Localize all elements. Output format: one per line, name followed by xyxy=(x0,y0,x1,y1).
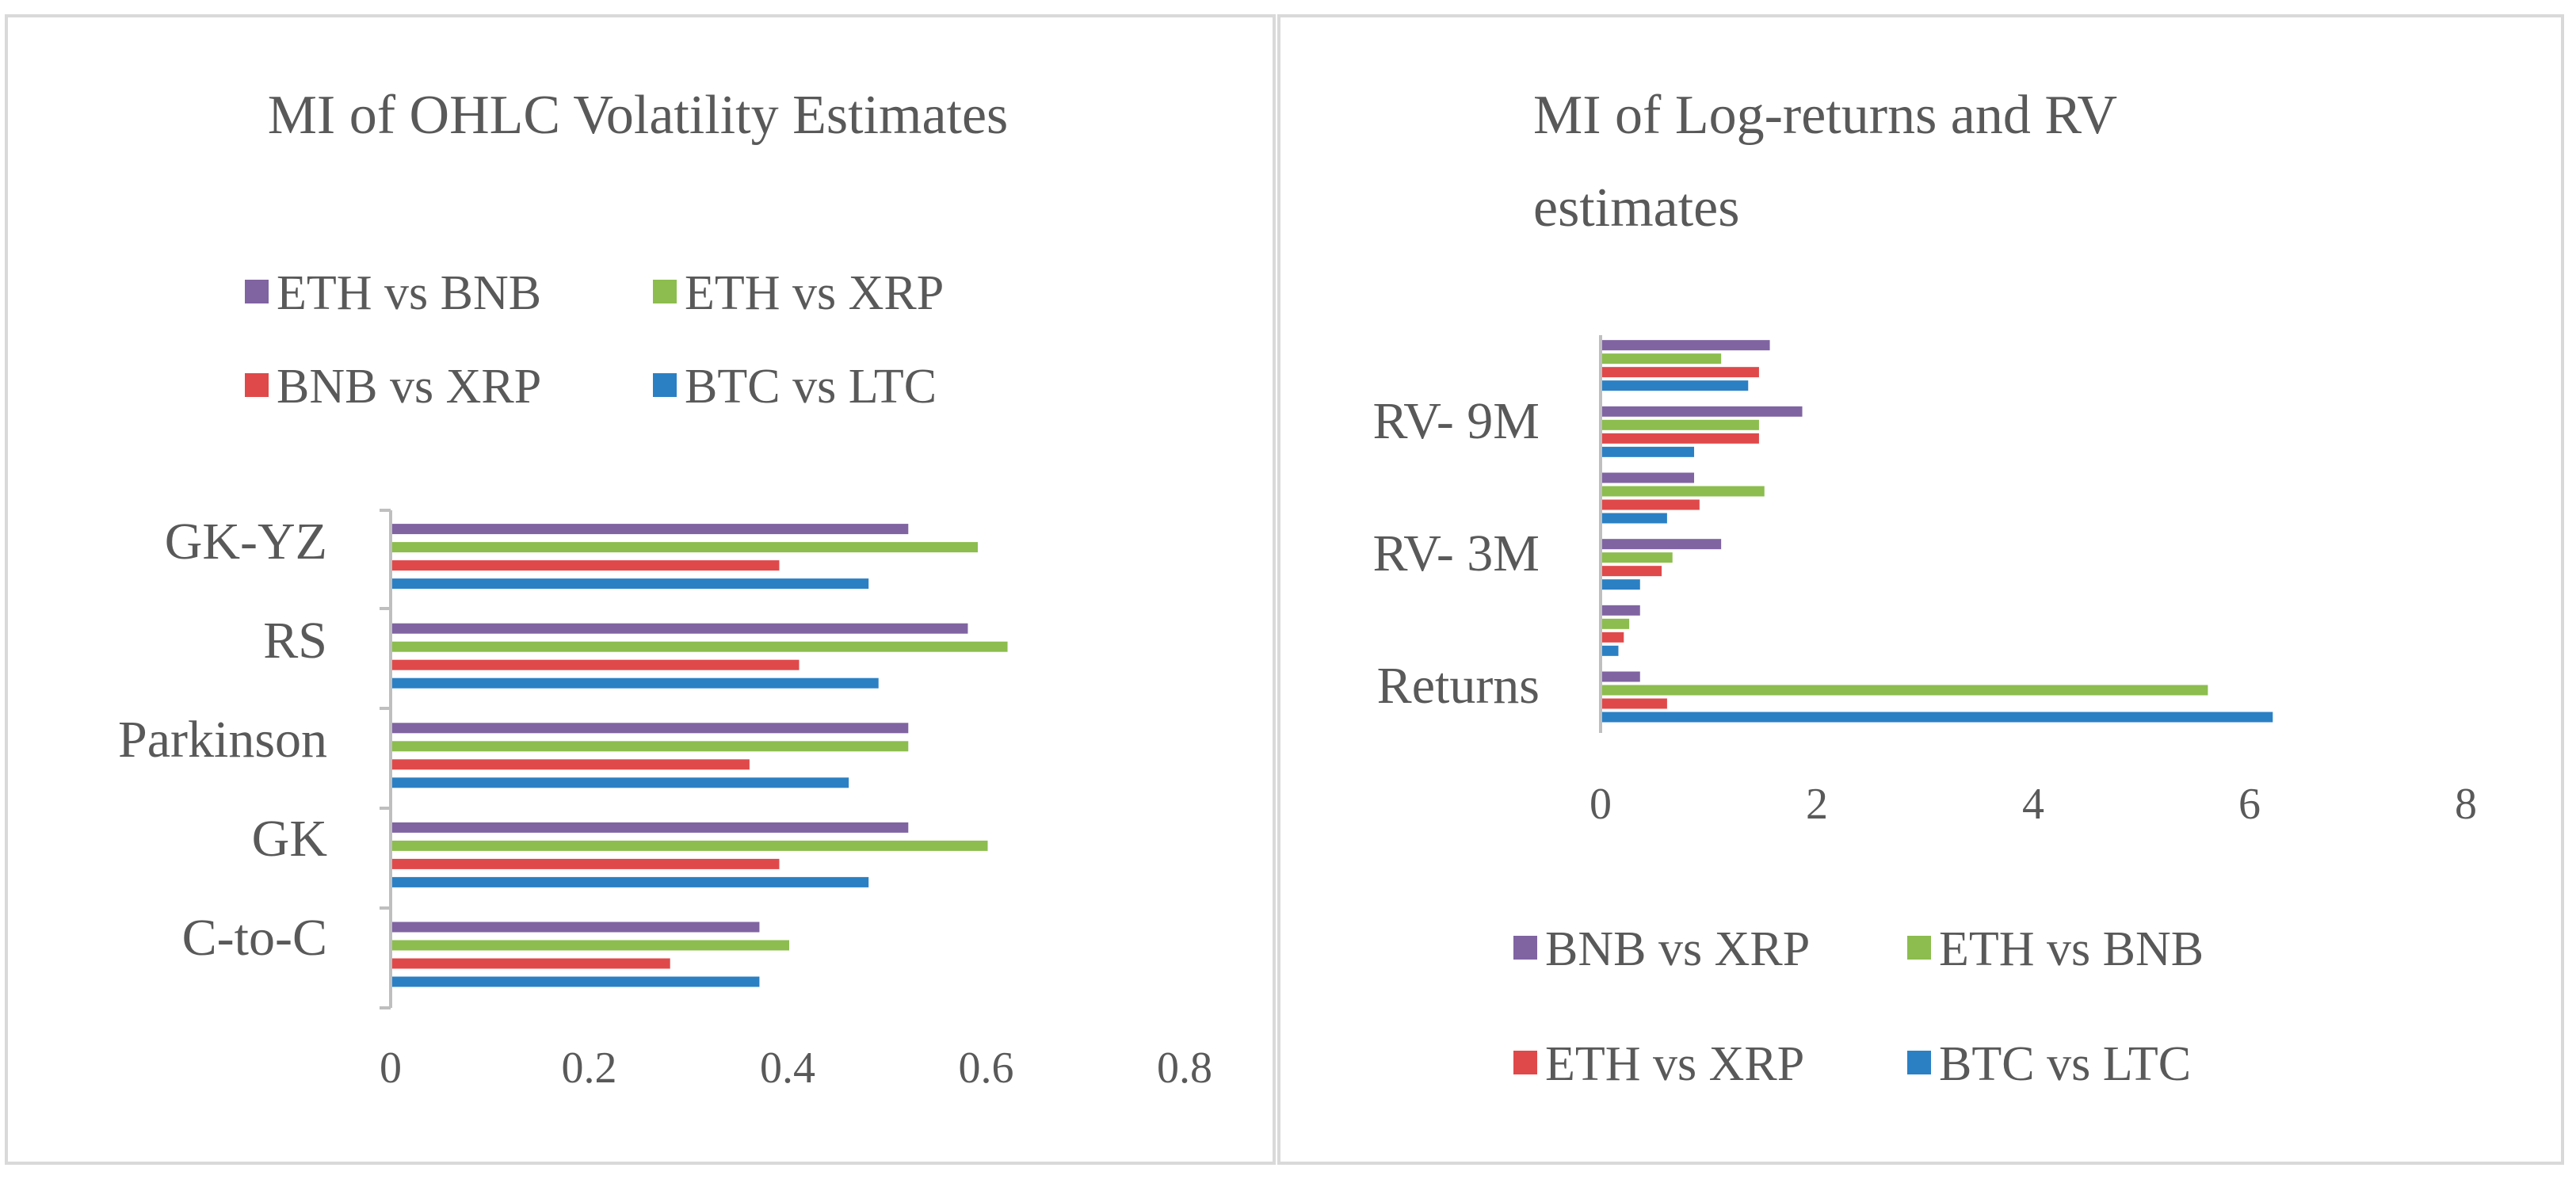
rv-category-label-4: RV- 9M xyxy=(1372,392,1540,450)
ohlc-bar-btc-vs-ltc-1 xyxy=(392,876,869,887)
rv-bar-eth-vs-bnb-2 xyxy=(1602,552,1673,563)
ohlc-legend-label-3: BTC vs LTC xyxy=(685,360,937,414)
rv-x-tick-label-1: 2 xyxy=(1806,780,1828,829)
ohlc-bar-eth-vs-bnb-1 xyxy=(392,822,909,833)
chart-title-returns-rv-line1: MI of Log-returns and RV xyxy=(1533,85,2117,146)
rv-legend-label-0: BNB vs XRP xyxy=(1545,922,1810,976)
rv-bar-eth-vs-xrp-4 xyxy=(1602,433,1759,444)
ohlc-bar-eth-vs-xrp-0 xyxy=(392,940,789,951)
ohlc-legend-swatch-3 xyxy=(653,373,677,397)
ohlc-bar-eth-vs-xrp-4 xyxy=(392,542,978,553)
ohlc-category-label-2: Parkinson xyxy=(118,711,327,769)
rv-bar-eth-vs-bnb-3 xyxy=(1602,486,1765,497)
rv-bar-bnb-vs-xrp-4 xyxy=(1602,406,1803,417)
ohlc-x-tick-label-2: 0.4 xyxy=(760,1044,815,1093)
rv-bar-eth-vs-xrp-3 xyxy=(1602,499,1700,510)
rv-bar-eth-vs-bnb-5 xyxy=(1602,353,1722,364)
ohlc-bar-btc-vs-ltc-4 xyxy=(392,578,869,590)
rv-category-label-2: RV- 3M xyxy=(1372,525,1540,582)
rv-x-tick-label-2: 4 xyxy=(2022,780,2044,829)
rv-legend-label-1: ETH vs BNB xyxy=(1939,922,2204,976)
chart-title-ohlc: MI of OHLC Volatility Estimates xyxy=(268,85,1009,146)
ohlc-x-tick-label-0: 0 xyxy=(380,1044,402,1093)
rv-bar-bnb-vs-xrp-5 xyxy=(1602,340,1770,351)
rv-bar-eth-vs-bnb-1 xyxy=(1602,618,1630,629)
ohlc-bar-bnb-vs-xrp-3 xyxy=(392,659,800,670)
rv-legend-swatch-0 xyxy=(1513,936,1537,960)
rv-legend-swatch-1 xyxy=(1907,936,1931,960)
ohlc-category-label-3: RS xyxy=(263,612,327,670)
ohlc-bar-btc-vs-ltc-0 xyxy=(392,976,760,987)
rv-x-tick-label-0: 0 xyxy=(1589,780,1612,829)
ohlc-x-tick-label-1: 0.2 xyxy=(562,1044,617,1093)
rv-bar-bnb-vs-xrp-0 xyxy=(1602,671,1640,682)
ohlc-legend-swatch-2 xyxy=(245,373,269,397)
ohlc-bar-eth-vs-xrp-3 xyxy=(392,641,1008,652)
ohlc-bar-eth-vs-bnb-3 xyxy=(392,623,968,634)
ohlc-x-tick-label-3: 0.6 xyxy=(959,1044,1014,1093)
ohlc-category-label-4: GK-YZ xyxy=(165,513,327,571)
rv-bar-eth-vs-xrp-1 xyxy=(1602,632,1624,643)
ohlc-legend-label-2: BNB vs XRP xyxy=(277,360,541,414)
rv-bar-eth-vs-xrp-2 xyxy=(1602,566,1662,577)
ohlc-legend-swatch-1 xyxy=(653,280,677,303)
ohlc-bar-bnb-vs-xrp-1 xyxy=(392,858,780,869)
rv-bar-btc-vs-ltc-1 xyxy=(1602,645,1619,656)
rv-legend-swatch-3 xyxy=(1907,1051,1931,1074)
ohlc-bar-eth-vs-bnb-4 xyxy=(392,524,909,535)
ohlc-x-tick-label-4: 0.8 xyxy=(1157,1044,1212,1093)
ohlc-bar-bnb-vs-xrp-0 xyxy=(392,958,670,969)
ohlc-legend-swatch-0 xyxy=(245,280,269,303)
rv-category-label-0: Returns xyxy=(1377,657,1540,715)
rv-bar-btc-vs-ltc-5 xyxy=(1602,380,1749,391)
ohlc-bar-bnb-vs-xrp-2 xyxy=(392,759,750,770)
rv-legend-label-3: BTC vs LTC xyxy=(1939,1037,2191,1091)
ohlc-bar-eth-vs-bnb-0 xyxy=(392,922,760,933)
ohlc-legend-label-1: ETH vs XRP xyxy=(685,266,944,320)
rv-bar-eth-vs-xrp-5 xyxy=(1602,367,1759,378)
rv-bar-eth-vs-bnb-4 xyxy=(1602,419,1759,430)
rv-legend-swatch-2 xyxy=(1513,1051,1537,1074)
ohlc-bar-eth-vs-bnb-2 xyxy=(392,723,909,734)
rv-bar-btc-vs-ltc-0 xyxy=(1602,712,2273,723)
rv-bar-btc-vs-ltc-2 xyxy=(1602,579,1640,590)
rv-legend-label-2: ETH vs XRP xyxy=(1545,1037,1804,1091)
ohlc-bar-btc-vs-ltc-3 xyxy=(392,677,879,689)
rv-x-tick-label-3: 6 xyxy=(2238,780,2261,829)
ohlc-bar-btc-vs-ltc-2 xyxy=(392,777,849,788)
ohlc-bar-eth-vs-xrp-2 xyxy=(392,741,909,752)
rv-bar-bnb-vs-xrp-2 xyxy=(1602,539,1722,550)
rv-bar-btc-vs-ltc-4 xyxy=(1602,446,1695,457)
rv-bar-bnb-vs-xrp-3 xyxy=(1602,472,1695,483)
rv-x-tick-label-4: 8 xyxy=(2455,780,2477,829)
ohlc-category-label-1: GK xyxy=(252,810,327,868)
rv-bar-eth-vs-bnb-0 xyxy=(1602,685,2208,696)
rv-bar-bnb-vs-xrp-1 xyxy=(1602,605,1640,616)
chart-title-returns-rv-line2: estimates xyxy=(1533,177,1739,239)
ohlc-category-label-0: C-to-C xyxy=(182,909,327,967)
ohlc-bar-bnb-vs-xrp-4 xyxy=(392,560,780,571)
ohlc-legend-label-0: ETH vs BNB xyxy=(277,266,541,320)
rv-bar-eth-vs-xrp-0 xyxy=(1602,698,1667,709)
chart-panel-returns-rv xyxy=(1277,14,2564,1165)
ohlc-bar-eth-vs-xrp-1 xyxy=(392,840,988,851)
rv-bar-btc-vs-ltc-3 xyxy=(1602,513,1667,524)
chart-panel-ohlc xyxy=(5,14,1276,1165)
